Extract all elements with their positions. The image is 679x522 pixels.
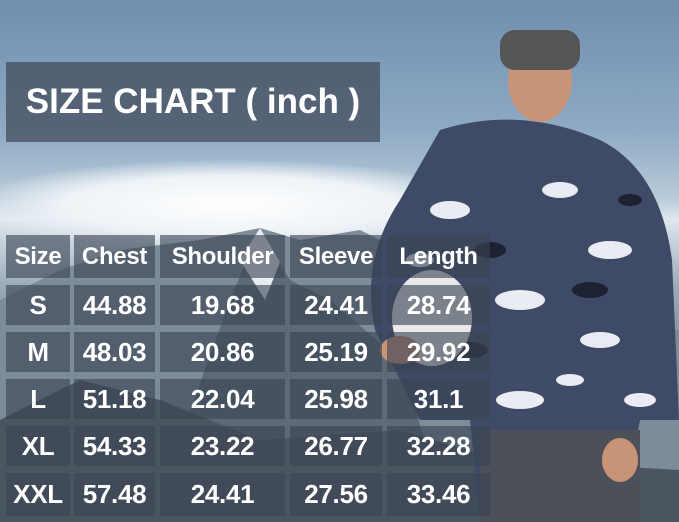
cell-size: XXL	[6, 473, 70, 516]
cell-chest: 57.48	[74, 473, 155, 516]
cell-chest: 48.03	[74, 332, 155, 372]
cell-length: 33.46	[387, 473, 490, 516]
cell-length: 28.74	[387, 285, 490, 325]
cell-chest: 51.18	[74, 379, 155, 419]
cell-shoulder: 24.41	[160, 473, 285, 516]
header-sleeve: Sleeve	[290, 235, 382, 278]
header-chest: Chest	[74, 235, 155, 278]
cell-shoulder: 23.22	[160, 426, 285, 466]
cell-size: S	[6, 285, 70, 325]
cell-length: 29.92	[387, 332, 490, 372]
cell-length: 32.28	[387, 426, 490, 466]
size-chart-title: SIZE CHART ( inch )	[6, 62, 380, 142]
cell-chest: 44.88	[74, 285, 155, 325]
header-size: Size	[6, 235, 70, 278]
cell-length: 31.1	[387, 379, 490, 419]
cell-shoulder: 20.86	[160, 332, 285, 372]
cell-size: XL	[6, 426, 70, 466]
cell-size: L	[6, 379, 70, 419]
cell-sleeve: 25.98	[290, 379, 382, 419]
cell-chest: 54.33	[74, 426, 155, 466]
cell-shoulder: 22.04	[160, 379, 285, 419]
cell-sleeve: 25.19	[290, 332, 382, 372]
cell-size: M	[6, 332, 70, 372]
cell-sleeve: 26.77	[290, 426, 382, 466]
cell-shoulder: 19.68	[160, 285, 285, 325]
cell-sleeve: 27.56	[290, 473, 382, 516]
header-shoulder: Shoulder	[160, 235, 285, 278]
cell-sleeve: 24.41	[290, 285, 382, 325]
header-length: Length	[387, 235, 490, 278]
